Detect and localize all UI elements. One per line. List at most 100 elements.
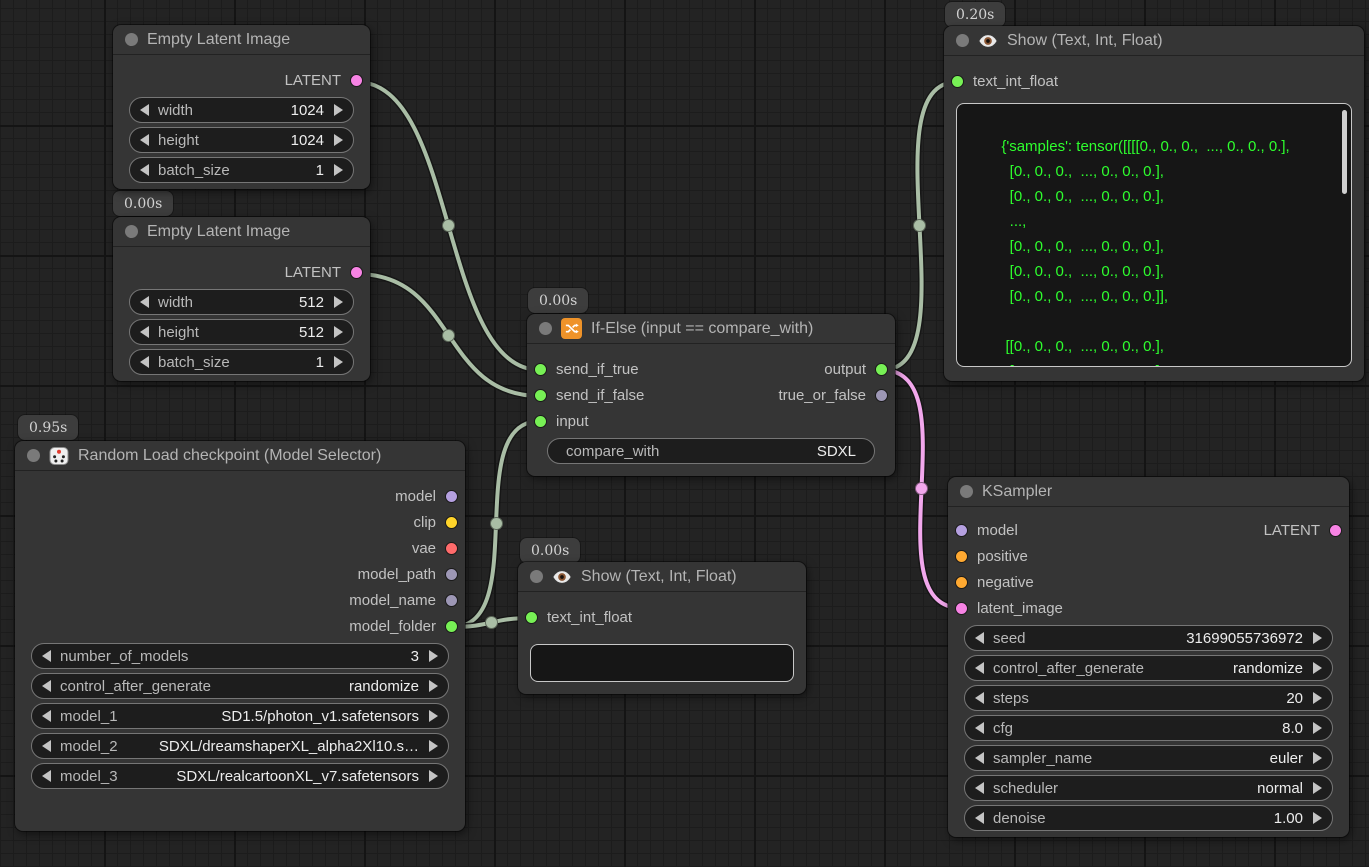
- increment-arrow-icon[interactable]: [334, 164, 343, 176]
- decrement-arrow-icon[interactable]: [42, 710, 51, 722]
- decrement-arrow-icon[interactable]: [975, 692, 984, 704]
- output-port-latent[interactable]: [350, 265, 363, 279]
- node-show-text-small[interactable]: Show (Text, Int, Float) text_int_float S…: [518, 562, 806, 694]
- widget-width[interactable]: width 512: [129, 289, 354, 315]
- widget-seed[interactable]: seed 31699055736972: [964, 625, 1333, 651]
- input-port-send-if-false[interactable]: [534, 388, 547, 402]
- output-port-model-path[interactable]: [445, 567, 458, 581]
- decrement-arrow-icon[interactable]: [140, 296, 149, 308]
- node-show-text-big[interactable]: Show (Text, Int, Float) text_int_float {…: [944, 26, 1364, 381]
- increment-arrow-icon[interactable]: [1313, 692, 1322, 704]
- increment-arrow-icon[interactable]: [429, 740, 438, 752]
- node-titlebar[interactable]: Random Load checkpoint (Model Selector): [15, 441, 465, 471]
- increment-arrow-icon[interactable]: [429, 680, 438, 692]
- collapse-dot[interactable]: [960, 485, 973, 498]
- widget-scheduler[interactable]: scheduler normal: [964, 775, 1333, 801]
- input-port-negative[interactable]: [955, 575, 968, 589]
- output-port-output[interactable]: [875, 362, 888, 376]
- output-port-clip[interactable]: [445, 515, 458, 529]
- input-port-model[interactable]: [955, 523, 968, 537]
- decrement-arrow-icon[interactable]: [975, 662, 984, 674]
- node-titlebar[interactable]: KSampler: [948, 477, 1349, 507]
- node-titlebar[interactable]: If-Else (input == compare_with): [527, 314, 895, 344]
- widget-sampler-name[interactable]: sampler_name euler: [964, 745, 1333, 771]
- node-titlebar[interactable]: Empty Latent Image: [113, 217, 370, 247]
- increment-arrow-icon[interactable]: [334, 104, 343, 116]
- increment-arrow-icon[interactable]: [1313, 632, 1322, 644]
- widget-compare-with[interactable]: compare_with SDXL: [547, 438, 875, 464]
- decrement-arrow-icon[interactable]: [975, 812, 984, 824]
- increment-arrow-icon[interactable]: [334, 134, 343, 146]
- node-titlebar[interactable]: Empty Latent Image: [113, 25, 370, 55]
- output-textbox[interactable]: SDXL: [530, 644, 794, 682]
- widget-denoise[interactable]: denoise 1.00: [964, 805, 1333, 831]
- decrement-arrow-icon[interactable]: [42, 770, 51, 782]
- decrement-arrow-icon[interactable]: [140, 356, 149, 368]
- input-port-send-if-true[interactable]: [534, 362, 547, 376]
- widget-height[interactable]: height 512: [129, 319, 354, 345]
- output-port-model[interactable]: [445, 489, 458, 503]
- widget-steps[interactable]: steps 20: [964, 685, 1333, 711]
- increment-arrow-icon[interactable]: [429, 650, 438, 662]
- collapse-dot[interactable]: [125, 33, 138, 46]
- output-textbox[interactable]: {'samples': tensor([[[[0., 0., 0., ..., …: [956, 103, 1352, 367]
- widget-height[interactable]: height 1024: [129, 127, 354, 153]
- node-titlebar[interactable]: Show (Text, Int, Float): [944, 26, 1364, 56]
- collapse-dot[interactable]: [539, 322, 552, 335]
- decrement-arrow-icon[interactable]: [975, 752, 984, 764]
- input-port-positive[interactable]: [955, 549, 968, 563]
- output-port-latent[interactable]: [1329, 523, 1342, 537]
- input-port-text-int-float[interactable]: [525, 610, 538, 624]
- node-empty-latent-image-1[interactable]: Empty Latent Image LATENT width 1024 hei…: [113, 25, 370, 189]
- node-if-else[interactable]: If-Else (input == compare_with) send_if_…: [527, 314, 895, 476]
- increment-arrow-icon[interactable]: [1313, 782, 1322, 794]
- output-port-vae[interactable]: [445, 541, 458, 555]
- node-ksampler[interactable]: KSampler model LATENT positive negative …: [948, 477, 1349, 837]
- input-port-latent-image[interactable]: [955, 601, 968, 615]
- decrement-arrow-icon[interactable]: [975, 722, 984, 734]
- decrement-arrow-icon[interactable]: [140, 134, 149, 146]
- increment-arrow-icon[interactable]: [334, 296, 343, 308]
- increment-arrow-icon[interactable]: [1313, 752, 1322, 764]
- increment-arrow-icon[interactable]: [429, 710, 438, 722]
- output-port-true-or-false[interactable]: [875, 388, 888, 402]
- decrement-arrow-icon[interactable]: [975, 632, 984, 644]
- collapse-dot[interactable]: [125, 225, 138, 238]
- widget-model-1[interactable]: model_1 SD1.5/photon_v1.safetensors: [31, 703, 449, 729]
- input-port-input[interactable]: [534, 414, 547, 428]
- decrement-arrow-icon[interactable]: [140, 326, 149, 338]
- widget-cfg[interactable]: cfg 8.0: [964, 715, 1333, 741]
- input-port-text-int-float[interactable]: [951, 74, 964, 88]
- collapse-dot[interactable]: [27, 449, 40, 462]
- node-titlebar[interactable]: Show (Text, Int, Float): [518, 562, 806, 592]
- decrement-arrow-icon[interactable]: [140, 104, 149, 116]
- increment-arrow-icon[interactable]: [1313, 722, 1322, 734]
- collapse-dot[interactable]: [530, 570, 543, 583]
- increment-arrow-icon[interactable]: [334, 326, 343, 338]
- decrement-arrow-icon[interactable]: [975, 782, 984, 794]
- increment-arrow-icon[interactable]: [1313, 662, 1322, 674]
- decrement-arrow-icon[interactable]: [42, 740, 51, 752]
- increment-arrow-icon[interactable]: [334, 356, 343, 368]
- widget-control-after-generate[interactable]: control_after_generate randomize: [31, 673, 449, 699]
- widget-batch-size[interactable]: batch_size 1: [129, 157, 354, 183]
- output-port-model-name[interactable]: [445, 593, 458, 607]
- widget-model-3[interactable]: model_3 SDXL/realcartoonXL_v7.safetensor…: [31, 763, 449, 789]
- output-port-latent[interactable]: [350, 73, 363, 87]
- widget-control-after-generate[interactable]: control_after_generate randomize: [964, 655, 1333, 681]
- increment-arrow-icon[interactable]: [429, 770, 438, 782]
- decrement-arrow-icon[interactable]: [42, 680, 51, 692]
- collapse-dot[interactable]: [956, 34, 969, 47]
- widget-width[interactable]: width 1024: [129, 97, 354, 123]
- node-empty-latent-image-2[interactable]: Empty Latent Image LATENT width 512 heig…: [113, 217, 370, 381]
- widget-model-2[interactable]: model_2 SDXL/dreamshaperXL_alpha2Xl10.s…: [31, 733, 449, 759]
- decrement-arrow-icon[interactable]: [42, 650, 51, 662]
- widget-batch-size[interactable]: batch_size 1: [129, 349, 354, 375]
- widget-number-of-models[interactable]: number_of_models 3: [31, 643, 449, 669]
- increment-arrow-icon[interactable]: [1313, 812, 1322, 824]
- textbox-scrollbar[interactable]: [1342, 110, 1347, 194]
- node-random-load-checkpoint[interactable]: Random Load checkpoint (Model Selector) …: [15, 441, 465, 831]
- decrement-arrow-icon[interactable]: [140, 164, 149, 176]
- output-port-model-folder[interactable]: [445, 619, 458, 633]
